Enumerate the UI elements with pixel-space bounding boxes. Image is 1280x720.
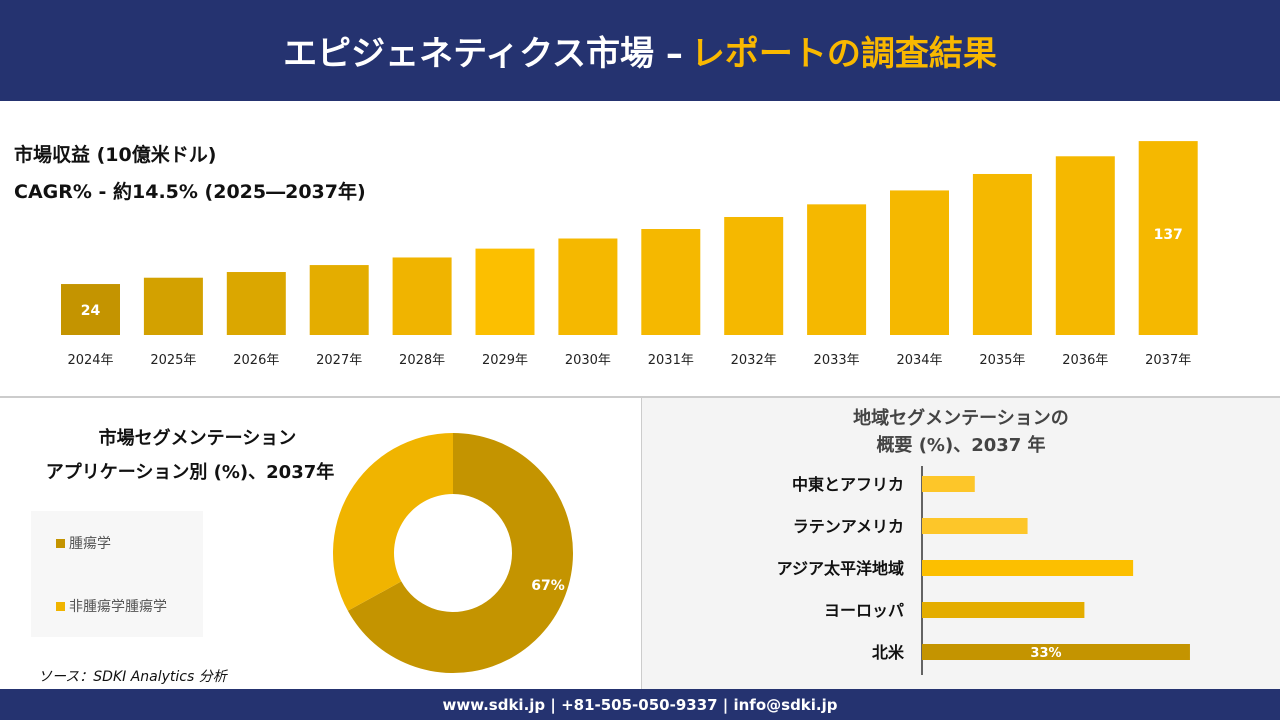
revenue-bar	[558, 238, 618, 335]
header-banner: エピジェネティクス市場 – レポートの調査結果	[0, 0, 1280, 101]
revenue-bar	[475, 248, 535, 335]
x-tick-label: 2030年	[565, 353, 611, 368]
legend-item-oncology: 腫瘍学	[56, 533, 111, 553]
x-tick-label: 2035年	[979, 353, 1025, 368]
x-tick-label: 2027年	[316, 353, 362, 368]
x-tick-label: 2036年	[1062, 353, 1108, 368]
region-title-1: 地域セグメンテーションの	[853, 408, 1069, 429]
revenue-bar	[641, 229, 701, 335]
revenue-bar	[807, 204, 867, 335]
segment-title-1: 市場セグメンテーション	[98, 428, 297, 449]
region-panel: 地域セグメンテーションの 概要 (%)、2037 年	[641, 398, 1280, 689]
title-main: エピジェネティクス市場 –	[283, 34, 683, 74]
bar-value-label: 24	[81, 303, 101, 319]
region-bar	[922, 560, 1134, 576]
revenue-bar	[61, 284, 120, 335]
revenue-bar	[226, 272, 286, 335]
legend-label: 腫瘍学	[69, 536, 111, 552]
application-donut-chart: 67%	[333, 433, 573, 673]
title-accent: レポートの調査結果	[690, 34, 997, 74]
cagr-text: CAGR% - 約14.5% (2025―2037年)	[14, 181, 366, 203]
revenue-bar	[724, 216, 784, 335]
segment-title-2: アプリケーション別 (%)、2037年	[45, 462, 335, 483]
revenue-bar	[309, 265, 369, 335]
slice-label: 67%	[531, 578, 565, 594]
x-tick-label: 2025年	[150, 353, 196, 368]
x-tick-label: 2034年	[896, 353, 942, 368]
x-tick-label: 2029年	[482, 353, 528, 368]
revenue-bar	[1138, 141, 1198, 335]
region-bar	[922, 644, 1190, 660]
legend-label: 非腫瘍学腫瘍学	[69, 599, 167, 615]
x-tick-label: 2028年	[399, 353, 445, 368]
footer-contact: www.sdki.jp | +81-505-050-9337 | info@sd…	[0, 689, 1280, 720]
legend-swatch	[56, 538, 65, 548]
region-title-2: 概要 (%)、2037 年	[876, 435, 1046, 456]
region-label: 中東とアフリカ	[792, 475, 904, 494]
region-bar	[922, 476, 975, 492]
revenue-bar-chart: 24 2024年 2025年 2026年 2027年 2028年 2029年 2030年 203…	[61, 141, 1198, 368]
bar-value-label: 137	[1154, 227, 1183, 243]
divider	[0, 396, 1280, 398]
legend-item-non-oncology: 非腫瘍学腫瘍学	[56, 596, 167, 616]
source-note: ソース：SDKI Analytics 分析	[38, 669, 227, 685]
region-bar	[922, 518, 1028, 534]
donut-legend: 腫瘍学 非腫瘍学腫瘍学	[31, 511, 203, 637]
x-tick-label: 2037年	[1145, 353, 1191, 368]
revenue-bar	[890, 190, 949, 335]
x-tick-label: 2031年	[648, 353, 694, 368]
region-label: ラテンアメリカ	[793, 517, 904, 536]
x-tick-label: 2032年	[731, 353, 777, 368]
revenue-bar	[143, 277, 203, 335]
bar-value-label: 33%	[1030, 646, 1061, 661]
revenue-bar	[392, 257, 452, 335]
region-bar	[922, 602, 1085, 618]
legend-swatch	[56, 601, 65, 611]
region-label: 北米	[872, 643, 905, 662]
donut-slice	[347, 433, 573, 673]
revenue-bar	[1055, 156, 1115, 335]
donut-slice	[333, 433, 453, 611]
revenue-bar	[972, 173, 1032, 335]
region-label: ヨーロッパ	[824, 601, 904, 620]
x-tick-label: 2024年	[67, 353, 113, 368]
x-tick-label: 2026年	[233, 353, 279, 368]
x-tick-label: 2033年	[814, 353, 860, 368]
revenue-title: 市場収益 (10億米ドル)	[14, 144, 217, 166]
region-label: アジア太平洋地域	[777, 559, 904, 578]
